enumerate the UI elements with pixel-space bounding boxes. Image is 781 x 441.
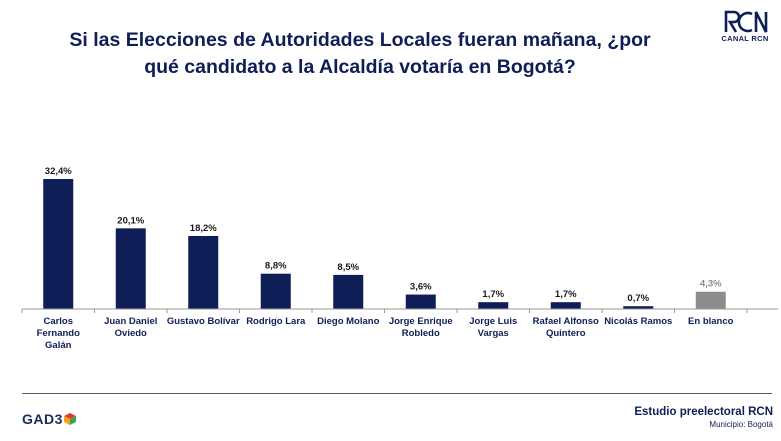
chart-category-labels-group: Carlos Fernando Galán Juan Daniel Oviedo Gust…	[37, 316, 734, 350]
value-label-7: 1,7%	[555, 289, 577, 300]
bar-0	[43, 179, 74, 309]
category-label-8: Nicolás Ramos	[604, 316, 672, 327]
category-label-6: Jorge Luis Vargas	[469, 316, 517, 339]
footer-info: Estudio preelectoral RCN Municipio: Bogo…	[634, 405, 773, 430]
bar-4	[333, 274, 364, 309]
category-label-5: Jorge Enrique Robledo	[389, 316, 453, 339]
category-label-0: Carlos Fernando Galán	[37, 316, 80, 350]
bar-8	[623, 306, 654, 309]
category-label-2: Gustavo Bolívar	[167, 316, 240, 327]
study-name: Estudio preelectoral RCN	[634, 406, 773, 418]
value-label-6: 1,7%	[482, 289, 504, 300]
chart-ticks-group	[21, 309, 748, 313]
title-line-2: qué candidato a la Alcaldía votaría en B…	[144, 56, 576, 78]
rcn-mark-icon	[724, 10, 768, 33]
value-label-8: 0,7%	[627, 293, 649, 304]
gad3-logo: GAD3	[22, 411, 76, 427]
category-label-1: Juan Daniel Oviedo	[104, 316, 157, 339]
value-label-1: 20,1%	[117, 215, 144, 226]
bar-chart: 32,4% 20,1% 18,2% 8,8% 8,5% 3,6% 1,7% 1,7% 0,7% 4…	[21, 166, 778, 350]
bar-5	[405, 294, 436, 309]
category-label-4: Diego Molano	[317, 316, 379, 327]
bar-2	[188, 235, 219, 309]
gad3-logo-text: GAD3	[22, 411, 63, 427]
gad3-cube-icon	[63, 413, 76, 425]
chart-bars-group	[43, 179, 726, 309]
bar-1	[115, 228, 146, 309]
category-label-9: En blanco	[688, 316, 734, 327]
value-label-2: 18,2%	[190, 223, 217, 234]
canal-rcn-logo-text: CANAL RCN	[721, 34, 769, 43]
title-line-1: Si las Elecciones de Autoridades Locales…	[69, 29, 651, 51]
category-label-3: Rodrigo Lara	[246, 316, 306, 327]
canal-rcn-logo: CANAL RCN	[716, 6, 774, 44]
bar-7	[550, 302, 581, 309]
category-label-7: Rafael Alfonso Quintero	[533, 316, 599, 339]
bar-6	[478, 302, 509, 309]
footer-divider	[22, 393, 772, 394]
value-label-9: 4,3%	[700, 279, 722, 290]
bar-9	[695, 291, 726, 309]
municipality-label: Municipio: Bogotá	[709, 420, 773, 429]
chart-value-labels-group: 32,4% 20,1% 18,2% 8,8% 8,5% 3,6% 1,7% 1,7% 0,7% 4…	[45, 166, 722, 304]
value-label-3: 8,8%	[265, 261, 287, 272]
bar-3	[260, 273, 291, 309]
chart-title: Si las Elecciones de Autoridades Locales…	[20, 27, 700, 81]
value-label-5: 3,6%	[410, 282, 432, 293]
value-label-4: 8,5%	[337, 262, 359, 273]
value-label-0: 32,4%	[45, 166, 72, 177]
